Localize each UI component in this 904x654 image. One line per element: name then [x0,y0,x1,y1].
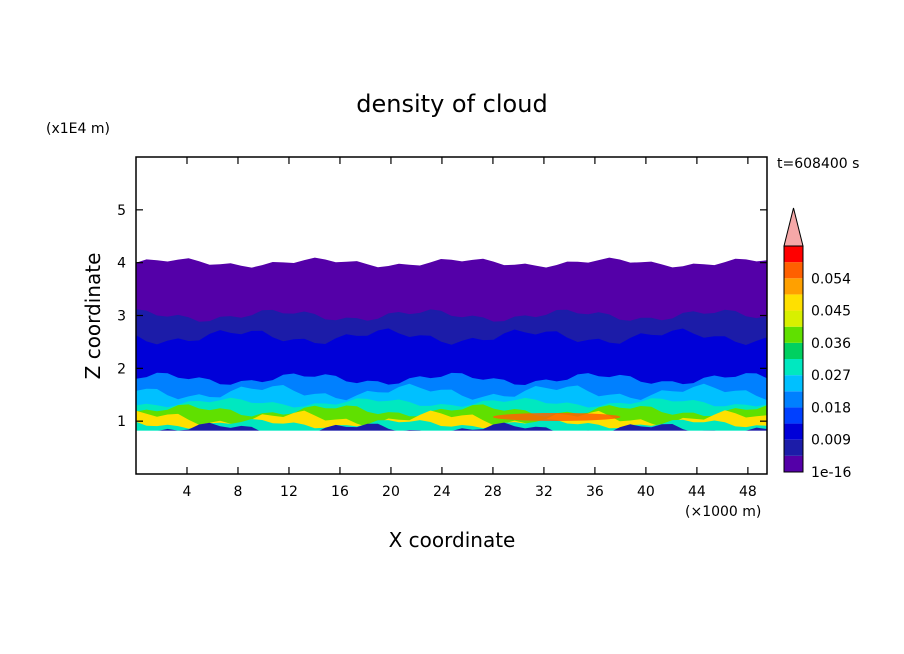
y-axis: 1 2 3 4 5 [117,203,767,430]
colorbar-swatch [784,294,803,311]
cloud-free-region [136,430,767,474]
x-tick-label: 44 [688,484,706,500]
colorbar-swatch [784,439,803,456]
chart-title: density of cloud [356,90,547,118]
colorbar-swatch [784,246,803,263]
colorbar-swatch [784,342,803,359]
colorbar-label: 0.054 [811,271,851,287]
colorbar-label: 0.018 [811,400,851,416]
x-tick-label: 28 [484,484,502,500]
colorbar-swatch [784,262,803,279]
colorbar-swatch [784,423,803,440]
x-unit-label: (×1000 m) [685,504,761,520]
colorbar-label: 1e-16 [811,465,851,481]
x-tick-label: 20 [382,484,400,500]
colorbar-swatch [784,359,803,376]
colorbar-swatch [784,455,803,472]
y-tick-label: 5 [117,203,126,219]
x-tick-label: 8 [234,484,243,500]
colorbar-swatch [784,326,803,343]
time-label: t=608400 s [777,156,859,172]
y-unit-label: (x1E4 m) [46,121,110,137]
y-axis-label: Z coordinate [81,253,105,380]
x-tick-label: 16 [331,484,349,500]
colorbar-frame [783,245,804,473]
colorbar-label: 0.045 [811,304,851,320]
density-field [136,257,767,474]
colorbar-swatch [784,375,803,392]
y-tick-label: 4 [117,256,126,272]
x-tick-label: 48 [739,484,757,500]
colorbar-label: 0.036 [811,336,851,352]
colorbar-label: 0.009 [811,433,851,449]
colorbar-swatch [784,310,803,327]
density-maximum [492,412,621,421]
colorbar-extend-arrow [783,207,804,247]
colorbar-swatch [784,391,803,408]
colorbar-label: 0.027 [811,368,851,384]
x-axis: 4 8 12 16 20 24 28 32 36 40 44 48 [183,157,757,500]
x-tick-label: 4 [183,484,192,500]
x-tick-label: 36 [586,484,604,500]
x-tick-label: 32 [535,484,553,500]
colorbar-swatch [784,278,803,295]
y-tick-label: 3 [117,309,126,325]
y-tick-label: 1 [117,414,126,430]
y-tick-label: 2 [117,361,126,377]
x-tick-label: 12 [280,484,298,500]
x-axis-label: X coordinate [389,528,516,552]
x-tick-label: 40 [637,484,655,500]
colorbar: 1e-16 0.009 0.018 0.027 0.036 0.045 0.054 [783,207,851,481]
x-tick-label: 24 [433,484,451,500]
colorbar-swatch [784,407,803,424]
